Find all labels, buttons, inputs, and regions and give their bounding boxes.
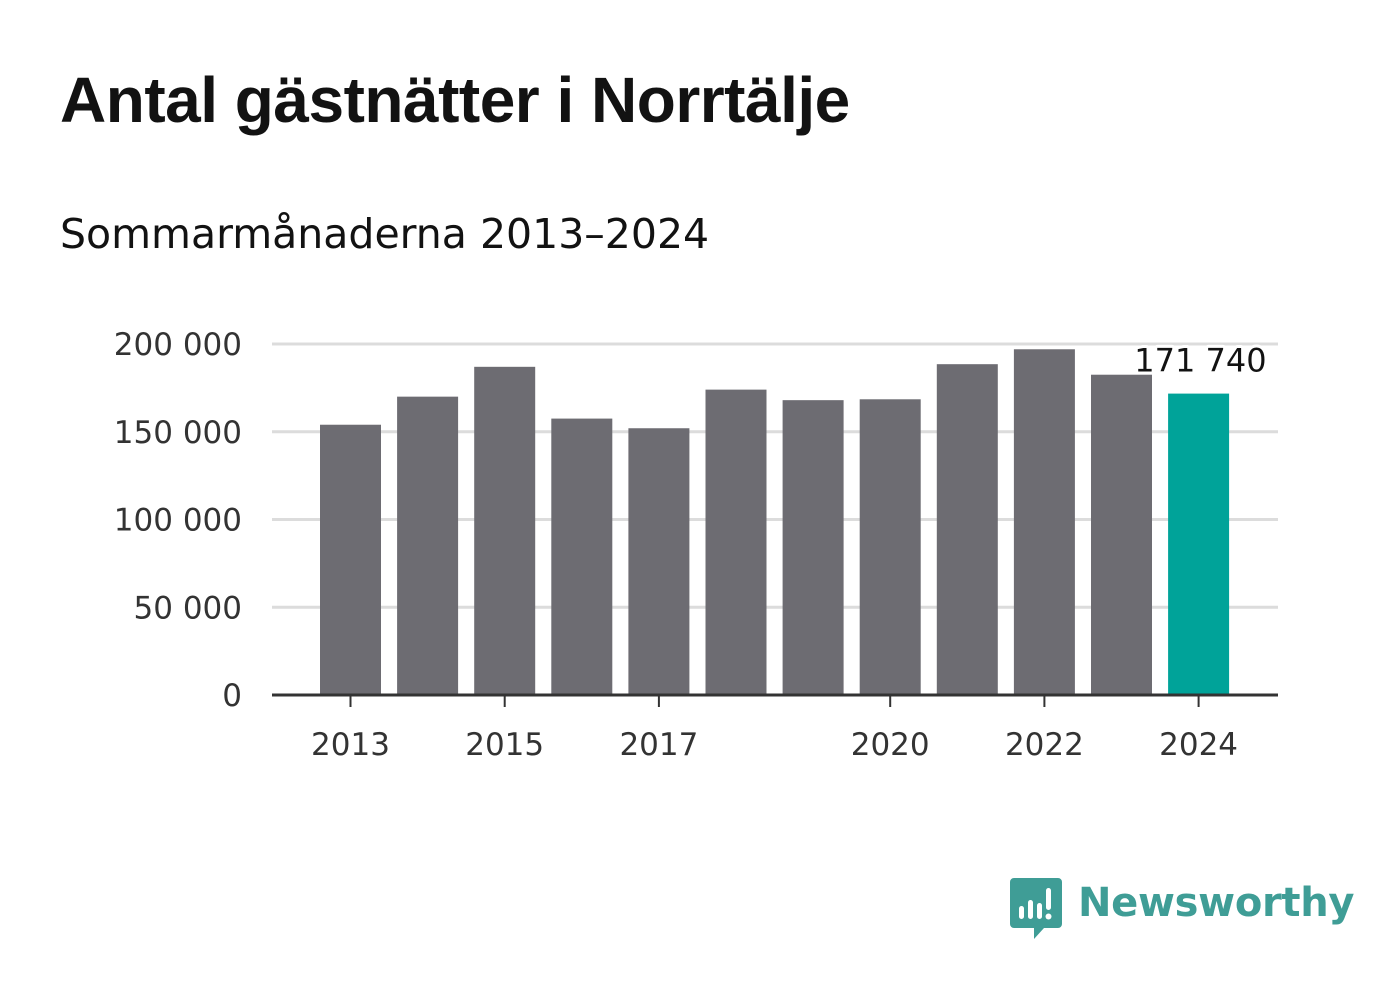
y-tick-label: 150 000 (114, 415, 242, 451)
bars (320, 349, 1230, 695)
bar-2018 (705, 389, 767, 695)
x-tick-label: 2013 (311, 727, 390, 763)
chart-title: Antal gästnätter i Norrtälje (60, 64, 850, 136)
bar-2021 (936, 364, 998, 695)
bar-2015 (474, 366, 536, 695)
bar-2023 (1091, 374, 1152, 695)
y-tick-label: 100 000 (114, 503, 242, 539)
x-tick-label: 2017 (619, 727, 698, 763)
y-tick-label: 200 000 (114, 327, 242, 363)
bar-2020 (859, 399, 921, 695)
x-tick-label: 2022 (1005, 727, 1084, 763)
x-tick-label: 2024 (1159, 727, 1238, 763)
y-tick-label: 0 (222, 678, 242, 714)
y-tick-label: 50 000 (134, 590, 242, 626)
newsworthy-logo: Newsworthy (1010, 878, 1355, 940)
bar-2014 (397, 396, 459, 695)
bar-2019 (782, 400, 844, 695)
x-tick-label: 2015 (465, 727, 544, 763)
chart-subtitle: Sommarmånaderna 2013–2024 (60, 210, 710, 258)
data-label-2024: 171 740 (1134, 342, 1266, 380)
bar-2016 (551, 418, 613, 695)
brand-name: Newsworthy (1078, 880, 1355, 926)
newsworthy-logo-icon (1010, 878, 1062, 939)
x-tick-label: 2020 (851, 727, 930, 763)
bar-2022 (1013, 349, 1075, 695)
bar-2013 (320, 424, 381, 695)
x-axis-ticks: 2013 2015 2017 2020 2022 2024 (311, 695, 1238, 763)
bar-2024 (1168, 393, 1230, 695)
annotations: 171 740 (1131, 339, 1269, 383)
y-axis-ticks: 0 50 000 100 000 150 000 200 000 (114, 327, 242, 714)
bar-2017 (628, 428, 690, 695)
